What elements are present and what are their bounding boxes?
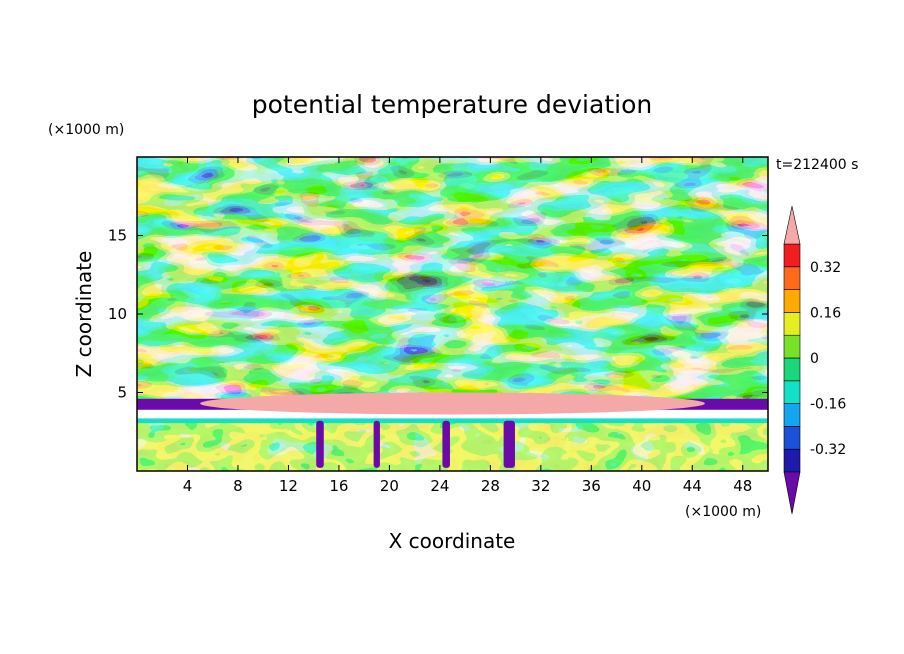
colorbar-bin <box>783 289 801 313</box>
x-tick-label: 12 <box>279 477 298 495</box>
colorbar-bin <box>783 266 801 290</box>
y-axis: 5 10 15 <box>108 227 768 402</box>
colorbar-label: 0.16 <box>810 305 841 321</box>
band-boundary <box>137 418 768 424</box>
colorbar-max-arrow <box>783 205 801 245</box>
y-tick-label: 15 <box>108 227 127 245</box>
x-tick-label: 4 <box>183 477 193 495</box>
x-tick-label: 40 <box>632 477 651 495</box>
colorbar: 0.32 0.16 0 -0.16 -0.32 <box>783 205 846 515</box>
colorbar-bin <box>783 380 801 404</box>
chart-title: potential temperature deviation <box>252 90 652 119</box>
upper-field <box>137 157 768 407</box>
x-axis: 4 8 12 16 20 24 28 32 36 40 44 48 <box>183 157 752 495</box>
colorbar-label: -0.32 <box>810 442 846 458</box>
colorbar-bin <box>783 403 801 427</box>
y-axis-label: Z coordinate <box>72 251 96 378</box>
x-tick-label: 48 <box>733 477 752 495</box>
x-unit-label: (×1000 m) <box>685 504 761 520</box>
colorbar-bin <box>783 334 801 359</box>
colorbar-bin <box>783 448 801 473</box>
field-features <box>137 392 768 468</box>
y-tick-label: 10 <box>108 305 127 323</box>
plume <box>503 420 515 468</box>
x-tick-label: 8 <box>233 477 243 495</box>
lower-field <box>137 420 768 471</box>
x-tick-label: 32 <box>531 477 550 495</box>
plume <box>373 420 380 468</box>
band-warm-layer <box>200 392 705 415</box>
x-tick-label: 20 <box>380 477 399 495</box>
heatmap-field <box>137 157 768 471</box>
colorbar-bin <box>783 357 801 382</box>
plume <box>442 420 450 468</box>
colorbar-bin <box>783 426 801 450</box>
x-tick-label: 28 <box>481 477 500 495</box>
plume <box>316 420 324 468</box>
time-label: t=212400 s <box>776 157 858 173</box>
x-axis-label: X coordinate <box>389 529 516 553</box>
x-tick-label: 24 <box>430 477 449 495</box>
y-unit-label: (×1000 m) <box>48 122 124 138</box>
colorbar-label: -0.16 <box>810 397 846 413</box>
colorbar-bin <box>783 243 801 268</box>
colorbar-label: 0.32 <box>810 260 841 276</box>
x-tick-label: 36 <box>582 477 601 495</box>
x-tick-label: 16 <box>329 477 348 495</box>
colorbar-bin <box>783 312 801 336</box>
colorbar-min-arrow <box>783 471 801 515</box>
colorbar-label: 0 <box>810 351 819 367</box>
x-tick-label: 44 <box>683 477 702 495</box>
y-tick-label: 5 <box>117 384 127 402</box>
